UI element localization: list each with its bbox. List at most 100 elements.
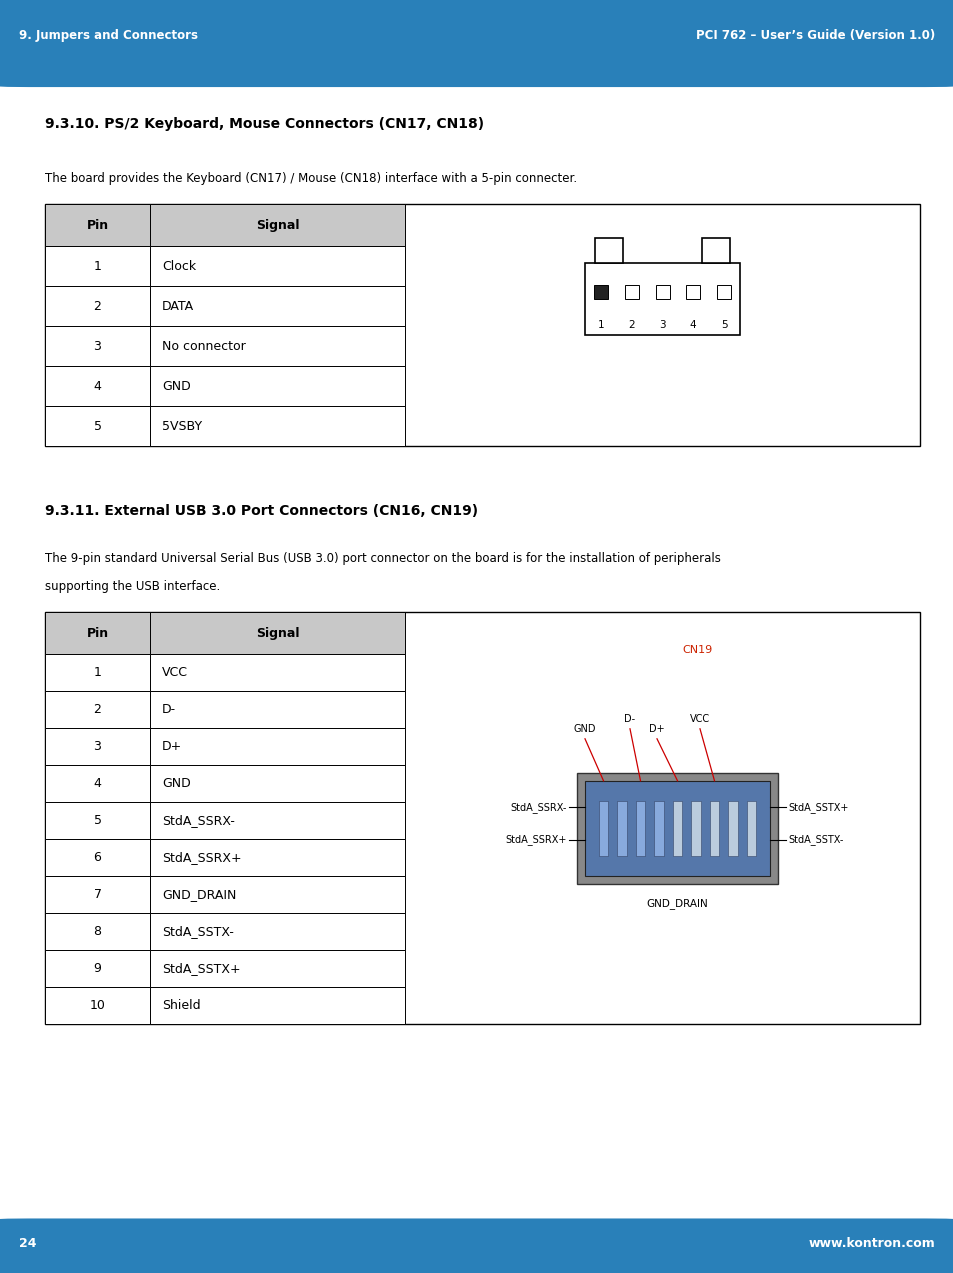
Bar (584, 780, 769, 876)
Bar (45, 204, 150, 246)
Text: www.kontron.com: www.kontron.com (807, 1237, 934, 1250)
Text: 4: 4 (93, 778, 101, 791)
Text: 9. Jumpers and Connectors: 9. Jumpers and Connectors (19, 29, 198, 42)
Text: StdA_SSTX-: StdA_SSTX- (162, 925, 233, 938)
Bar (150, 367, 405, 406)
Bar (45, 204, 919, 447)
Bar (150, 802, 405, 839)
Text: 4: 4 (689, 321, 696, 330)
FancyBboxPatch shape (0, 1218, 953, 1273)
Bar (45, 950, 150, 988)
Text: 3: 3 (93, 340, 101, 353)
Text: StdA_SSRX-: StdA_SSRX- (510, 802, 566, 813)
Text: 10: 10 (90, 999, 106, 1012)
Bar (150, 876, 405, 913)
Text: 7: 7 (93, 889, 101, 901)
Bar (594, 285, 607, 299)
Text: CN19: CN19 (681, 645, 712, 656)
Text: Signal: Signal (255, 626, 299, 640)
Text: StdA_SSRX+: StdA_SSRX+ (162, 852, 241, 864)
Bar (654, 801, 663, 855)
Text: No connector: No connector (162, 340, 246, 353)
Bar (45, 765, 150, 802)
Text: StdA_SSTX+: StdA_SSTX+ (787, 802, 847, 813)
Text: PCI 762 – User’s Guide (Version 1.0): PCI 762 – User’s Guide (Version 1.0) (695, 29, 934, 42)
Bar (655, 285, 669, 299)
Bar (45, 728, 150, 765)
Bar (150, 654, 405, 691)
Text: D-: D- (624, 714, 635, 724)
Text: StdA_SSTX+: StdA_SSTX+ (162, 962, 240, 975)
Bar (150, 286, 405, 326)
Bar (746, 801, 756, 855)
Bar (635, 801, 644, 855)
Bar (45, 802, 150, 839)
Bar (150, 839, 405, 876)
Bar (150, 728, 405, 765)
Bar (150, 612, 405, 654)
Text: 6: 6 (93, 852, 101, 864)
Text: D-: D- (162, 703, 176, 717)
Text: 8: 8 (93, 925, 101, 938)
Bar (45, 367, 150, 406)
Text: 24: 24 (19, 1237, 36, 1250)
Bar (45, 988, 150, 1025)
Text: The board provides the Keyboard (CN17) / Mouse (CN18) interface with a 5-pin con: The board provides the Keyboard (CN17) /… (45, 172, 577, 186)
Text: DATA: DATA (162, 299, 193, 313)
Bar (150, 326, 405, 367)
Text: 2: 2 (93, 703, 101, 717)
Text: 9.3.11. External USB 3.0 Port Connectors (CN16, CN19): 9.3.11. External USB 3.0 Port Connectors… (45, 504, 477, 518)
Text: GND_DRAIN: GND_DRAIN (162, 889, 236, 901)
Bar (45, 246, 150, 286)
Bar (701, 238, 729, 264)
Bar (150, 204, 405, 246)
Bar (45, 691, 150, 728)
Bar (150, 950, 405, 988)
Text: StdA_SSRX+: StdA_SSRX+ (505, 834, 566, 845)
Bar (150, 913, 405, 950)
Text: 9: 9 (93, 962, 101, 975)
Text: 1: 1 (598, 321, 603, 330)
Text: GND_DRAIN: GND_DRAIN (646, 899, 708, 909)
Bar (45, 286, 150, 326)
Bar (727, 801, 737, 855)
Bar (595, 238, 622, 264)
Bar (45, 612, 150, 654)
Text: StdA_SSTX-: StdA_SSTX- (787, 834, 842, 845)
Text: GND: GND (573, 724, 596, 733)
Text: 1: 1 (93, 666, 101, 680)
Bar (672, 801, 681, 855)
Bar (150, 765, 405, 802)
Text: Shield: Shield (162, 999, 200, 1012)
Bar (45, 406, 150, 447)
Text: VCC: VCC (162, 666, 188, 680)
Text: StdA_SSRX-: StdA_SSRX- (162, 815, 234, 827)
Bar (45, 839, 150, 876)
Bar (150, 246, 405, 286)
Text: 3: 3 (93, 741, 101, 754)
Bar (45, 654, 150, 691)
Text: D+: D+ (162, 741, 182, 754)
Bar (624, 285, 639, 299)
Bar (598, 801, 608, 855)
Text: GND: GND (162, 379, 191, 393)
Text: 3: 3 (659, 321, 665, 330)
Text: Pin: Pin (87, 219, 109, 232)
Text: supporting the USB interface.: supporting the USB interface. (45, 580, 220, 593)
Bar (150, 406, 405, 447)
Bar (45, 913, 150, 950)
Text: 9.3.10. PS/2 Keyboard, Mouse Connectors (CN17, CN18): 9.3.10. PS/2 Keyboard, Mouse Connectors … (45, 117, 483, 131)
Bar (709, 801, 719, 855)
Text: 2: 2 (93, 299, 101, 313)
Bar (685, 285, 700, 299)
Bar (150, 691, 405, 728)
Bar (150, 988, 405, 1025)
Text: Signal: Signal (255, 219, 299, 232)
Bar (45, 612, 919, 1025)
Bar (45, 876, 150, 913)
Text: 5: 5 (93, 420, 101, 433)
Text: GND: GND (162, 778, 191, 791)
Text: VCC: VCC (689, 714, 709, 724)
FancyBboxPatch shape (0, 0, 953, 87)
Text: The 9-pin standard Universal Serial Bus (USB 3.0) port connector on the board is: The 9-pin standard Universal Serial Bus … (45, 552, 720, 565)
